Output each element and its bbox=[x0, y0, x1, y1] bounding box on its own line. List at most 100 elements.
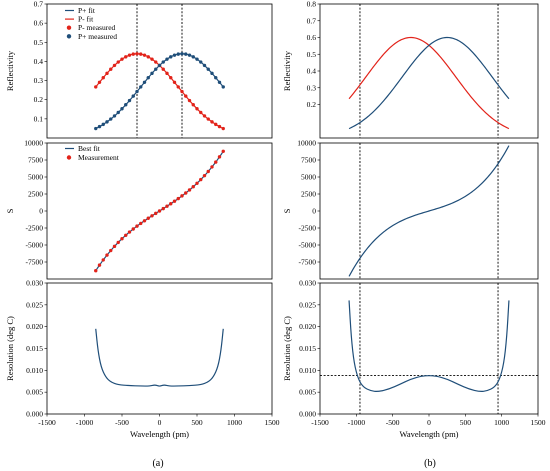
y-tick-label: 2500 bbox=[301, 190, 316, 199]
y-tick-label: 0.2 bbox=[34, 95, 44, 104]
x-tick-label: -1500 bbox=[38, 418, 56, 427]
y-tick-label: 2500 bbox=[28, 190, 43, 199]
data-point bbox=[157, 209, 162, 213]
data-point bbox=[105, 253, 109, 257]
data-point bbox=[157, 63, 162, 68]
data-point bbox=[165, 204, 169, 208]
panel-b1: 0.2 0.3 0.4 0.5 0.6 0.7 0.8 Reflectivity bbox=[282, 0, 539, 139]
data-point bbox=[131, 52, 135, 56]
data-point bbox=[120, 237, 124, 241]
y-tick-label: 0.4 bbox=[307, 67, 317, 76]
y-axis-label: Reflectivity bbox=[282, 50, 292, 91]
x-tick-label: 500 bbox=[460, 418, 472, 427]
data-point bbox=[187, 98, 192, 103]
x-tick-label: 0 bbox=[158, 418, 162, 427]
y-axis-label: Resolution (deg C) bbox=[5, 316, 15, 381]
data-point bbox=[116, 110, 120, 115]
y-tick-label: -5000 bbox=[299, 241, 317, 250]
data-point bbox=[135, 52, 139, 56]
y-tick-label: 10000 bbox=[297, 139, 316, 148]
y-tick-label: 0.8 bbox=[307, 0, 317, 9]
y-tick-label: 0.3 bbox=[307, 83, 317, 92]
y-tick-label: -7500 bbox=[26, 258, 44, 267]
data-point bbox=[172, 80, 177, 84]
y-tick-label: 0.030 bbox=[26, 279, 43, 288]
data-point bbox=[112, 63, 117, 68]
data-point bbox=[184, 52, 188, 56]
data-point bbox=[210, 165, 214, 169]
data-point bbox=[154, 60, 158, 64]
y-tick-label: 0 bbox=[39, 207, 43, 216]
data-point bbox=[154, 211, 158, 216]
data-point bbox=[199, 177, 203, 182]
data-point bbox=[176, 196, 180, 201]
y-tick-label: 0.5 bbox=[307, 50, 317, 59]
plot-frame bbox=[46, 3, 273, 139]
data-point bbox=[139, 52, 143, 56]
legend-marker bbox=[66, 34, 72, 39]
panel-a2: -7500 -5000 -2500 0 2500 5000 7500 10000 S Best f… bbox=[5, 139, 273, 280]
data-point bbox=[135, 89, 139, 94]
data-point bbox=[127, 53, 132, 57]
data-point bbox=[124, 233, 128, 237]
data-point bbox=[97, 80, 102, 84]
data-point bbox=[176, 52, 180, 56]
data-point bbox=[120, 57, 124, 61]
data-point bbox=[116, 240, 120, 245]
data-point bbox=[131, 227, 135, 231]
y-tick-label: 0.015 bbox=[299, 344, 316, 353]
data-point bbox=[109, 248, 113, 253]
data-point bbox=[199, 60, 203, 64]
series-line bbox=[95, 328, 224, 387]
data-point bbox=[97, 124, 102, 129]
data-point bbox=[217, 80, 222, 84]
y-tick-label: 0.2 bbox=[307, 100, 317, 109]
y-tick-label: 0.010 bbox=[299, 366, 316, 375]
data-point bbox=[161, 206, 165, 211]
caption-a: (a) bbox=[152, 458, 163, 469]
y-tick-label: 0.6 bbox=[34, 19, 44, 28]
y-tick-label: 0.1 bbox=[34, 114, 44, 123]
data-point bbox=[109, 67, 113, 71]
data-point bbox=[217, 155, 222, 159]
y-tick-label: 7500 bbox=[28, 156, 43, 165]
y-tick-label: 5000 bbox=[28, 173, 43, 182]
data-point bbox=[146, 76, 150, 80]
y-tick-label: 0.5 bbox=[34, 38, 44, 47]
data-point bbox=[187, 53, 192, 57]
data-point bbox=[221, 85, 225, 89]
data-point bbox=[191, 55, 195, 59]
caption-b: (b) bbox=[424, 458, 436, 469]
data-point bbox=[165, 57, 169, 61]
data-point bbox=[101, 76, 105, 80]
data-point bbox=[101, 258, 105, 262]
data-point bbox=[146, 55, 150, 59]
data-point bbox=[172, 199, 177, 203]
data-point bbox=[109, 117, 113, 121]
y-tick-label: 0.020 bbox=[299, 322, 316, 331]
y-tick-label: 0.010 bbox=[26, 366, 43, 375]
data-point bbox=[120, 107, 124, 111]
data-point bbox=[180, 52, 184, 56]
data-point bbox=[202, 173, 207, 178]
data-point bbox=[150, 57, 154, 61]
data-point bbox=[116, 60, 120, 64]
data-point bbox=[191, 103, 195, 107]
legend-label: P- measured bbox=[78, 23, 116, 32]
data-point bbox=[150, 71, 154, 76]
plot-frame bbox=[46, 282, 273, 415]
data-point bbox=[124, 103, 128, 107]
x-axis-label: Wavelength (pm) bbox=[130, 429, 189, 439]
data-point bbox=[184, 94, 188, 98]
data-point bbox=[169, 76, 173, 80]
x-tick-label: -1500 bbox=[311, 418, 329, 427]
y-axis-label: Reflectivity bbox=[5, 50, 15, 91]
y-tick-label: 0.030 bbox=[299, 279, 316, 288]
y-axis-label: S bbox=[5, 208, 15, 213]
y-tick-label: 0.7 bbox=[307, 16, 317, 25]
data-point bbox=[142, 53, 147, 57]
data-point bbox=[142, 219, 147, 223]
data-point bbox=[101, 122, 105, 127]
data-point bbox=[139, 85, 143, 89]
data-point bbox=[202, 63, 207, 68]
